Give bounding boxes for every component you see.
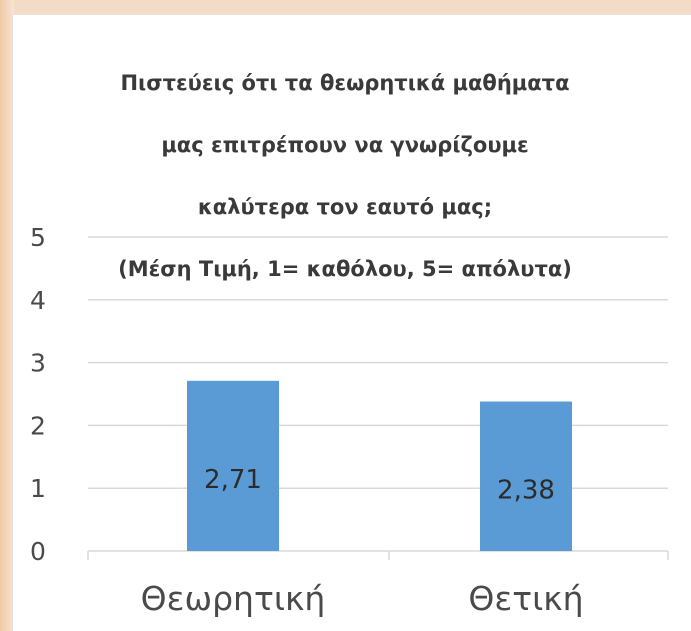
y-axis-tick-labels: 0 1 2 3 4 5	[30, 223, 46, 566]
x-axis-category-labels: Θεωρητική Θετική	[141, 579, 584, 618]
y-tick-label-5: 5	[30, 223, 46, 252]
chart-panel	[12, 14, 691, 631]
bar-1	[187, 380, 279, 551]
category-label-1: Θεωρητική	[141, 579, 326, 618]
data-label-1: 2,71	[204, 465, 262, 495]
category-label-2: Θετική	[468, 579, 583, 618]
bar-2	[480, 401, 572, 551]
y-tick-label-2: 2	[30, 411, 46, 440]
y-tick-label-0: 0	[30, 537, 46, 566]
chart-title-line-2: μας επιτρέπουν να γνωρίζουμε	[161, 133, 529, 157]
gridlines	[88, 236, 668, 489]
background-edge	[0, 0, 14, 631]
chart-title-line-3: καλύτερα τον εαυτό μας;	[197, 195, 493, 219]
y-tick-label-4: 4	[30, 286, 46, 315]
y-tick-label-1: 1	[30, 474, 46, 503]
chart-title: Πιστεύεις ότι τα θεωρητικά μαθήματα μας …	[35, 37, 655, 316]
chart-title-line-4: (Μέση Τιμή, 1= καθόλου, 5= απόλυτα)	[118, 257, 572, 281]
bars	[187, 380, 572, 551]
chart-title-line-1: Πιστεύεις ότι τα θεωρητικά μαθήματα	[120, 71, 570, 95]
data-labels: 2,71 2,38	[204, 465, 555, 505]
data-label-2: 2,38	[497, 475, 555, 505]
y-tick-label-3: 3	[30, 349, 46, 378]
x-axis	[87, 550, 669, 560]
